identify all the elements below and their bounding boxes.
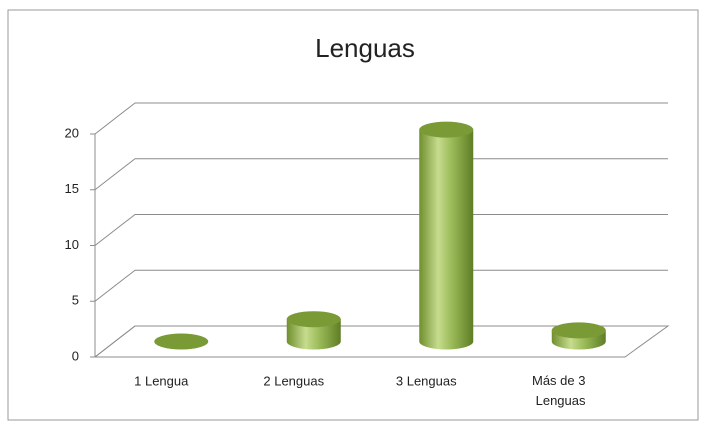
y-tick-label: 5	[72, 293, 79, 308]
bar-top	[551, 322, 606, 339]
x-tick-label: 2 Lenguas	[263, 373, 324, 388]
x-tick-label: 1 Lengua	[134, 373, 189, 388]
grid-line	[94, 158, 668, 191]
cylinder	[419, 121, 474, 350]
bar	[419, 129, 474, 350]
bar-top	[286, 311, 341, 328]
grid-line	[94, 269, 668, 302]
grid-line	[94, 325, 668, 358]
y-tick-label: 0	[72, 348, 79, 363]
bar-top	[154, 333, 209, 350]
grid-line	[94, 102, 668, 135]
chart-title: Lenguas	[315, 33, 415, 63]
cylinder	[154, 333, 209, 350]
x-tick-label: Más de 3 Lenguas	[532, 373, 586, 408]
grid-line	[94, 214, 668, 246]
cylinder	[551, 322, 606, 350]
y-tick-label: 15	[65, 181, 79, 196]
y-tick-label: 10	[65, 237, 79, 252]
bar	[286, 319, 341, 350]
cylinder	[286, 311, 341, 350]
x-tick-label: 3 Lenguas	[396, 373, 457, 388]
y-tick-label: 20	[65, 125, 79, 140]
bar-top	[419, 121, 474, 138]
